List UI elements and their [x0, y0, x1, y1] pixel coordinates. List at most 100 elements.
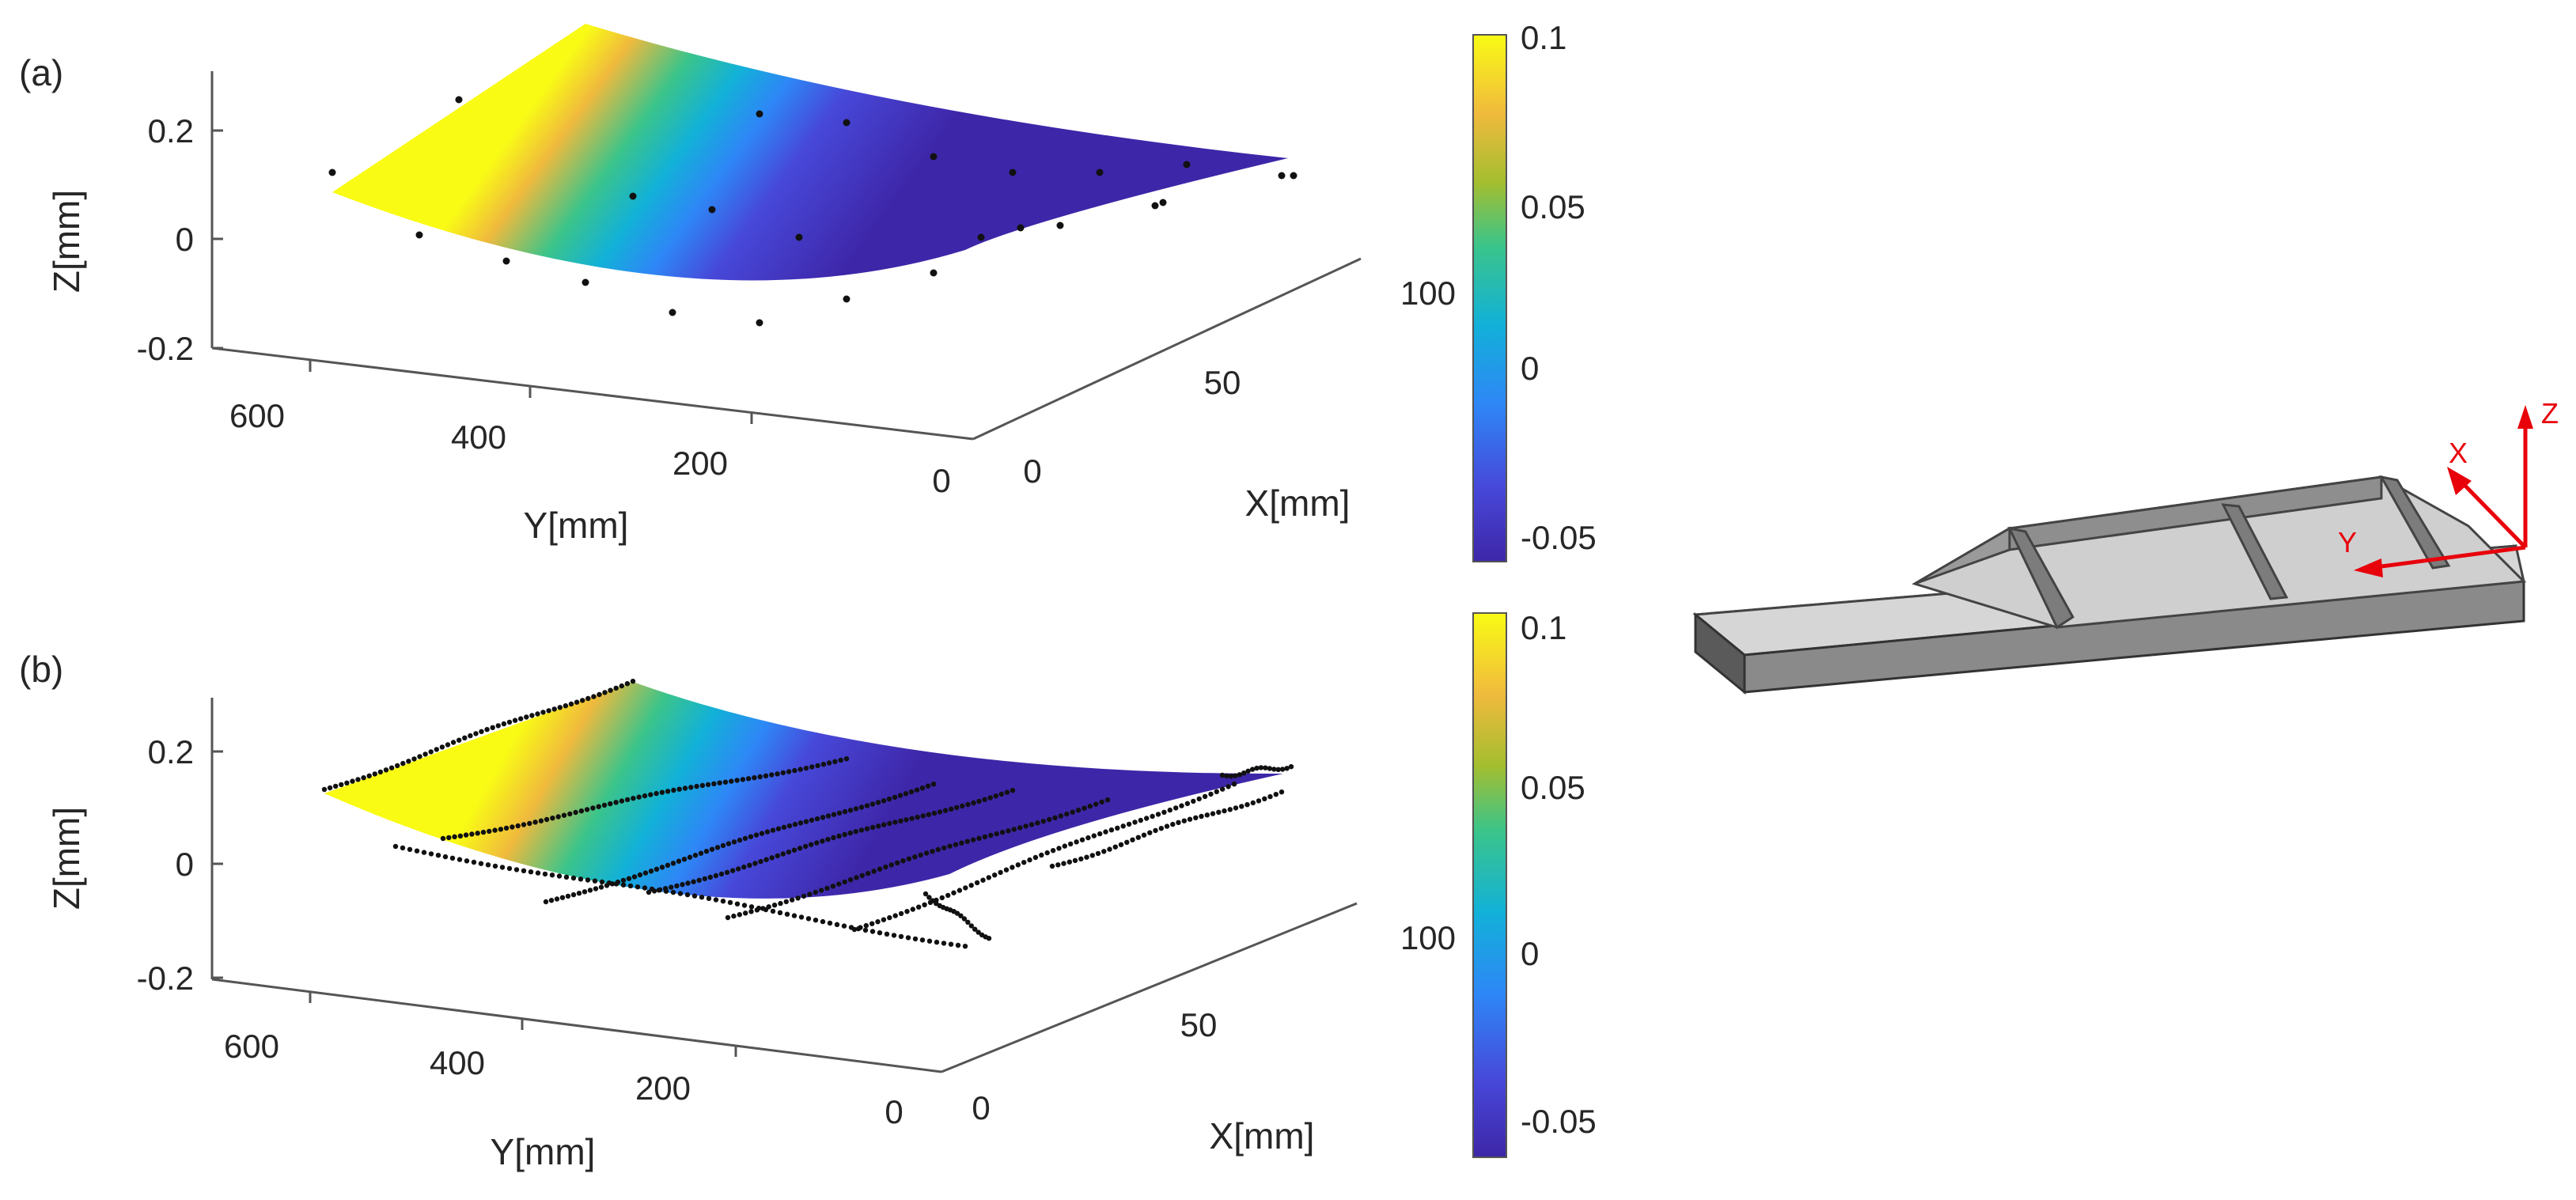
data-point: [752, 775, 757, 781]
data-point: [631, 796, 636, 801]
data-point: [814, 840, 820, 846]
data-point: [842, 808, 848, 815]
data-point: [770, 827, 776, 833]
data-point: [745, 776, 752, 782]
data-point: [563, 703, 569, 709]
data-point: [731, 913, 737, 919]
data-point: [736, 866, 741, 872]
data-point: [778, 900, 783, 907]
data-point: [1044, 850, 1050, 856]
z-arrowhead: [2517, 405, 2533, 429]
data-point: [1006, 828, 1011, 834]
data-point: [763, 857, 769, 862]
data-point: [763, 907, 769, 913]
data-point: [636, 794, 642, 800]
data-point: [1161, 809, 1167, 815]
data-point: [892, 913, 898, 918]
data-point: [836, 881, 842, 887]
data-point: [576, 891, 582, 896]
data-point: [1249, 767, 1256, 772]
data-point: [599, 879, 605, 885]
data-point: [884, 931, 890, 937]
data-point: [986, 936, 992, 941]
data-point: [1227, 807, 1233, 812]
data-point: [601, 802, 608, 808]
data-point: [763, 773, 769, 778]
data-point: [965, 919, 971, 926]
data-point: [1151, 202, 1159, 210]
data-point: [580, 698, 585, 703]
y-axis-arrow: [2369, 545, 2526, 570]
data-point: [980, 877, 986, 883]
z-tick-label: 0: [176, 846, 194, 883]
data-point: [1187, 816, 1193, 822]
data-point: [941, 941, 947, 946]
data-point: [934, 939, 940, 945]
data-point: [415, 231, 423, 239]
z-tick-label: 0.2: [148, 733, 194, 770]
data-point: [642, 793, 648, 799]
data-point: [832, 759, 838, 764]
x-axis-line: [941, 902, 1358, 1073]
data-point: [953, 842, 959, 847]
data-point: [1075, 807, 1082, 813]
data-point: [635, 884, 641, 890]
data-point: [557, 705, 563, 710]
data-point: [1097, 831, 1103, 837]
z-axis-label: Z[mm]: [46, 807, 87, 910]
data-point: [670, 889, 676, 895]
data-point: [992, 873, 998, 878]
colorbar-b: [1472, 612, 1507, 1158]
data-point: [593, 886, 599, 891]
data-point: [555, 814, 561, 820]
colorbar-tick: 0.05: [1521, 769, 1585, 806]
data-point: [959, 840, 964, 846]
data-point: [383, 767, 389, 773]
data-point: [954, 804, 960, 811]
data-point: [546, 708, 551, 714]
data-point: [469, 831, 475, 837]
data-point: [613, 881, 619, 887]
data-point: [888, 862, 895, 868]
data-point: [669, 884, 674, 890]
data-point: [914, 787, 920, 793]
data-point: [898, 910, 904, 917]
data-point: [684, 891, 691, 898]
data-point: [737, 837, 743, 843]
data-point: [808, 842, 814, 847]
data-point: [841, 923, 847, 929]
data-point: [544, 816, 550, 823]
data-point: [490, 725, 495, 730]
data-point: [406, 759, 411, 764]
data-point: [713, 873, 719, 879]
data-point: [707, 874, 713, 880]
surface-a: [332, 24, 1288, 281]
data-point: [619, 798, 625, 804]
data-point: [377, 769, 384, 775]
data-point: [512, 717, 518, 723]
data-point: [1082, 805, 1087, 811]
data-point: [819, 888, 824, 893]
data-point: [1258, 765, 1264, 770]
data-point: [714, 845, 721, 850]
data-point: [958, 913, 964, 918]
y-tick-label: 600: [229, 397, 285, 434]
data-point: [540, 710, 546, 715]
data-point: [1239, 804, 1244, 809]
data-point: [648, 792, 653, 797]
data-point: [411, 756, 417, 762]
data-point: [515, 823, 521, 829]
data-point: [801, 893, 807, 899]
y-tick-label: 200: [635, 1069, 691, 1107]
data-point: [602, 690, 608, 695]
y-tick-label: 400: [451, 418, 506, 456]
data-point: [1196, 796, 1202, 802]
data-point: [820, 838, 825, 844]
data-point: [925, 783, 931, 789]
data-point: [452, 834, 457, 840]
data-point: [853, 829, 859, 835]
data-point: [843, 295, 850, 303]
data-point: [886, 796, 892, 802]
data-point: [961, 916, 968, 922]
data-point: [1284, 766, 1290, 771]
